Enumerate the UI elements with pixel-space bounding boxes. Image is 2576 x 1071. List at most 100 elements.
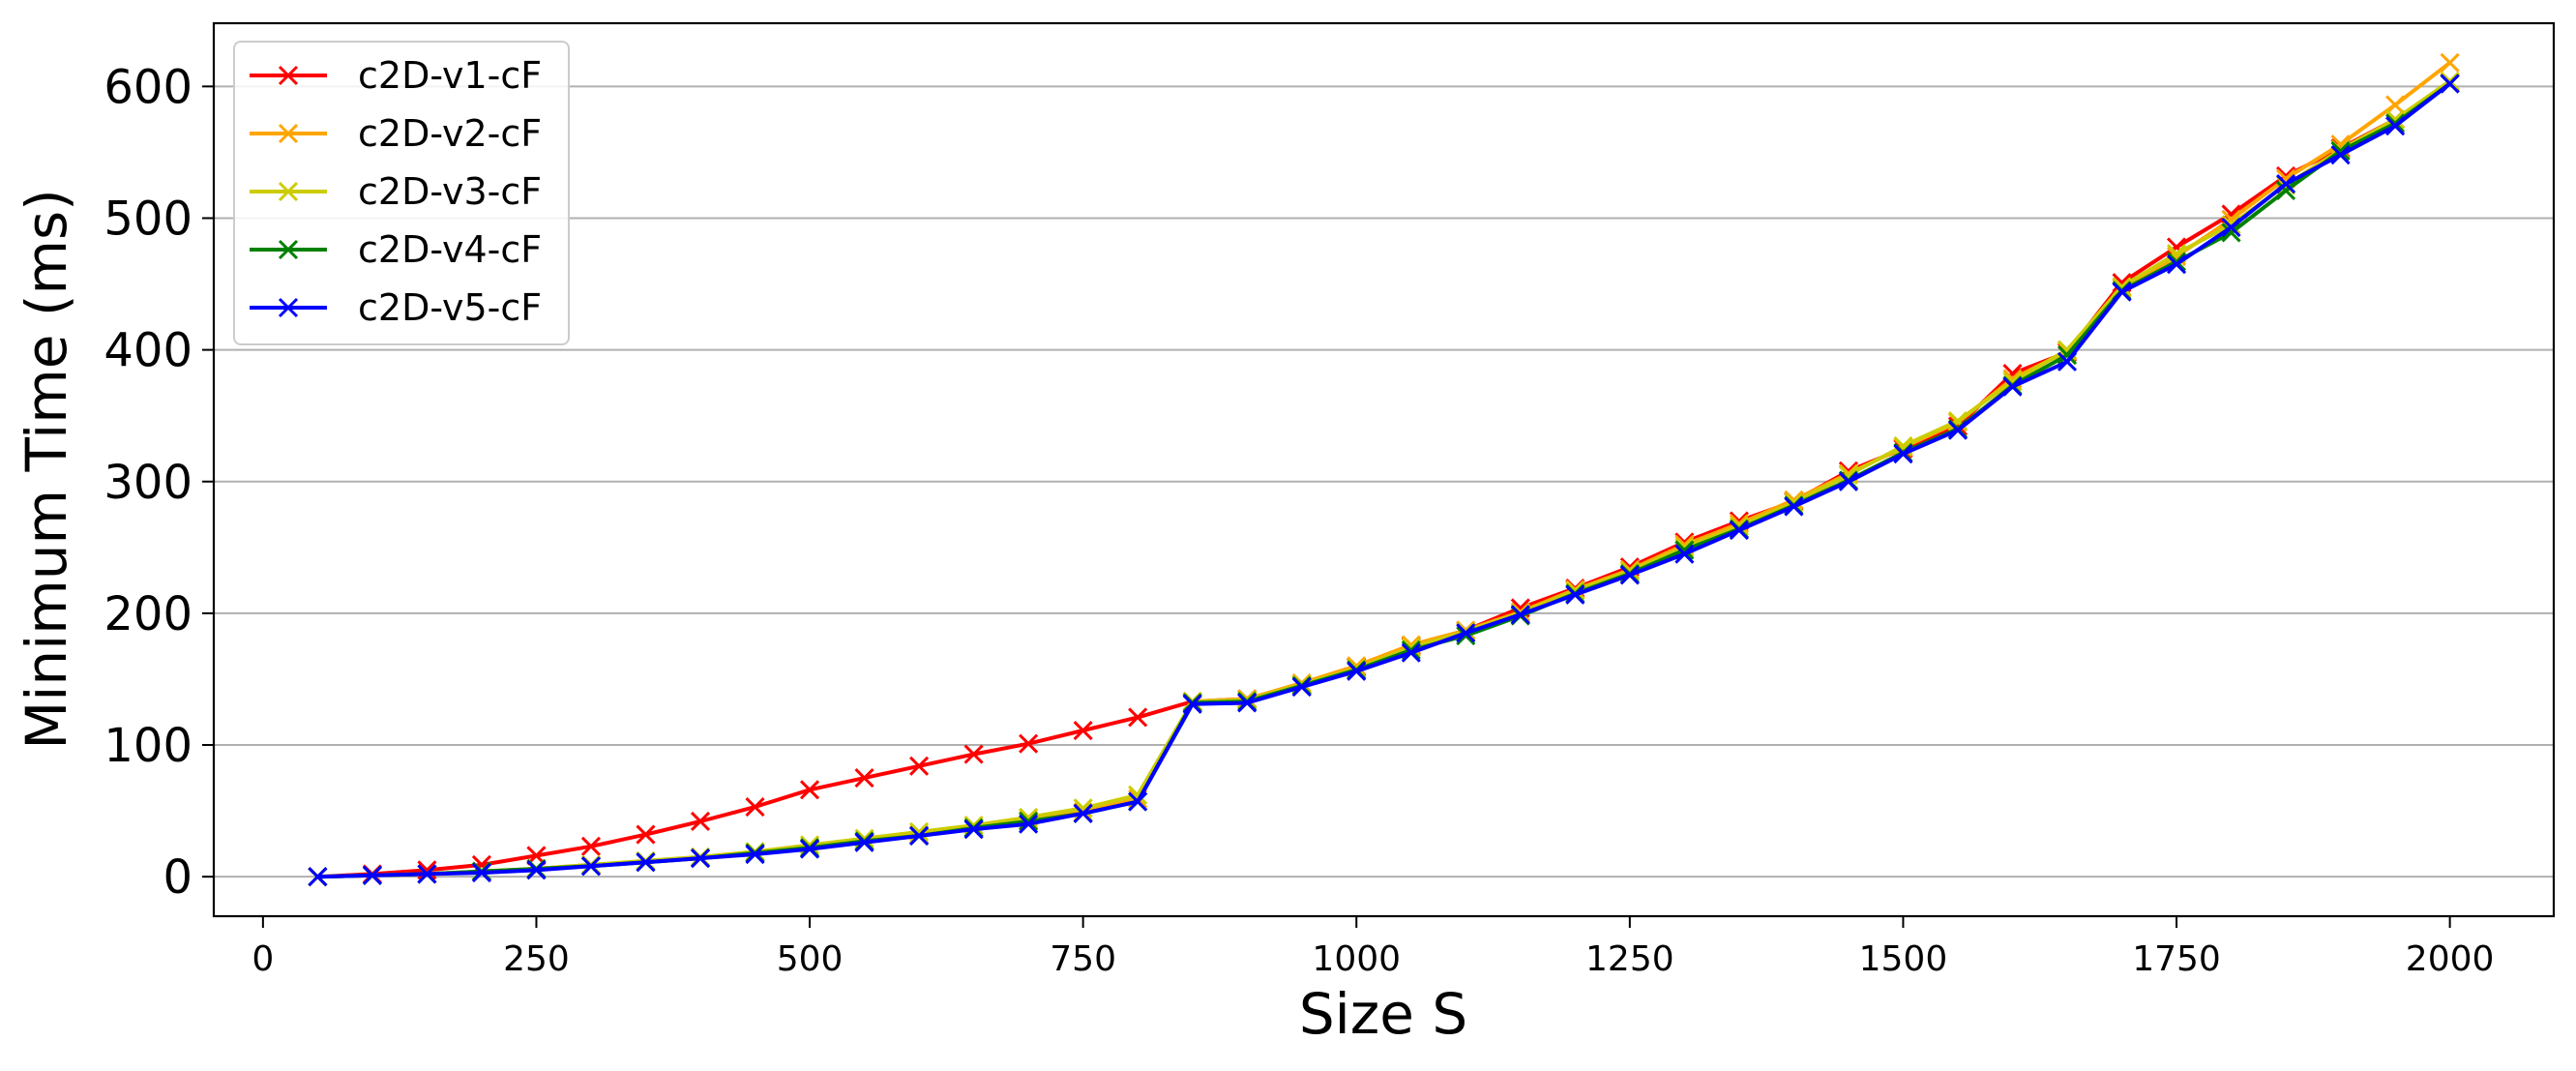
x-tick-label: 1500 bbox=[1859, 939, 1948, 979]
data-point bbox=[362, 865, 382, 885]
data-point bbox=[2166, 254, 2187, 275]
legend: c2D-v1-cF c2D-v2-cF c2D-v3-cF c2D-v4-cF c2D-… bbox=[233, 41, 570, 345]
data-point bbox=[1019, 811, 1039, 832]
data-point bbox=[308, 867, 328, 887]
data-point bbox=[1729, 521, 1749, 541]
y-tick-label: 400 bbox=[104, 324, 192, 378]
data-point bbox=[2112, 282, 2132, 302]
data-point bbox=[2440, 52, 2460, 73]
data-point bbox=[2275, 180, 2296, 200]
data-point bbox=[2112, 277, 2132, 297]
legend-entries: c2D-v1-cF c2D-v2-cF c2D-v3-cF c2D-v4-cF c2D-… bbox=[250, 54, 542, 329]
data-point bbox=[526, 860, 547, 880]
data-point bbox=[1128, 707, 1148, 728]
data-point bbox=[690, 848, 711, 869]
plot-frame bbox=[212, 21, 2556, 918]
series-lines bbox=[308, 52, 2460, 887]
data-point bbox=[2385, 95, 2406, 115]
legend-label: c2D-v2-cF bbox=[358, 112, 542, 155]
legend-label: c2D-v4-cF bbox=[358, 228, 542, 271]
data-point bbox=[1019, 733, 1039, 754]
legend-entry: c2D-v1-cF bbox=[250, 54, 542, 97]
data-point bbox=[580, 856, 602, 877]
gridlines bbox=[214, 85, 2554, 878]
data-point bbox=[1893, 444, 1913, 464]
data-point bbox=[1510, 605, 1530, 625]
x-tick-label: 1250 bbox=[1585, 939, 1674, 979]
legend-entry: c2D-v3-cF bbox=[250, 170, 542, 213]
x-tick-label: 1000 bbox=[1312, 939, 1401, 979]
data-point bbox=[2057, 351, 2078, 372]
y-tick-label: 300 bbox=[104, 456, 192, 510]
data-point bbox=[745, 844, 765, 865]
data-point bbox=[2275, 174, 2296, 194]
series-line bbox=[317, 82, 2451, 879]
data-point bbox=[1619, 565, 1640, 585]
data-point bbox=[580, 836, 602, 856]
data-point bbox=[2221, 217, 2241, 238]
legend-entry: c2D-v2-cF bbox=[250, 112, 542, 155]
data-point bbox=[1401, 642, 1421, 663]
data-point bbox=[2330, 145, 2351, 165]
y-tick-label: 0 bbox=[163, 850, 192, 905]
data-point bbox=[909, 756, 930, 776]
x-axis-label: Size S bbox=[1299, 981, 1467, 1047]
legend-swatch-marker bbox=[278, 239, 299, 260]
legend-swatch-marker bbox=[278, 123, 299, 144]
data-point bbox=[1947, 420, 1969, 440]
data-point bbox=[636, 852, 656, 873]
data-point bbox=[1347, 661, 1367, 681]
data-point bbox=[1674, 544, 1695, 564]
data-point bbox=[963, 744, 984, 764]
x-tick-label: 0 bbox=[252, 939, 274, 979]
y-tick-label: 100 bbox=[104, 719, 192, 773]
legend-label: c2D-v5-cF bbox=[358, 286, 542, 329]
data-point bbox=[1019, 814, 1039, 834]
data-point bbox=[2221, 223, 2241, 243]
data-point bbox=[854, 767, 874, 788]
data-point bbox=[1565, 584, 1585, 605]
x-tick-label: 1750 bbox=[2132, 939, 2221, 979]
legend-swatch-marker bbox=[278, 181, 299, 202]
data-point bbox=[1182, 694, 1202, 714]
data-point bbox=[1128, 791, 1148, 812]
x-tick-label: 2000 bbox=[2406, 939, 2495, 979]
data-point bbox=[909, 825, 930, 847]
data-point bbox=[2002, 372, 2023, 392]
data-point bbox=[417, 864, 437, 884]
data-point bbox=[1291, 677, 1312, 698]
data-point bbox=[1784, 496, 1804, 517]
legend-swatch-marker bbox=[278, 297, 299, 318]
y-tick-label: 200 bbox=[104, 587, 192, 641]
data-point bbox=[745, 796, 765, 818]
data-point bbox=[690, 811, 711, 832]
data-point bbox=[2440, 74, 2460, 94]
x-axis-ticks: 0 250 500 750 1000 1250 1500 1750 2000 bbox=[252, 916, 2494, 979]
data-point bbox=[963, 819, 984, 840]
y-tick-label: 600 bbox=[104, 60, 192, 114]
data-point bbox=[1073, 803, 1093, 823]
legend-entry: c2D-v4-cF bbox=[250, 228, 542, 271]
data-point bbox=[799, 780, 820, 800]
x-tick-label: 500 bbox=[777, 939, 844, 979]
data-point bbox=[2385, 116, 2406, 136]
data-point bbox=[854, 832, 874, 852]
data-point bbox=[2002, 376, 2023, 397]
series-c2D-v5-cF bbox=[308, 74, 2460, 887]
data-point bbox=[2057, 345, 2078, 366]
legend-box bbox=[233, 41, 570, 345]
data-point bbox=[799, 839, 820, 859]
y-tick-label: 500 bbox=[104, 192, 192, 246]
legend-entry: c2D-v5-cF bbox=[250, 286, 542, 329]
y-axis-label: Minimum Time (ms) bbox=[14, 189, 79, 750]
data-point bbox=[1838, 471, 1858, 491]
data-point bbox=[1237, 693, 1258, 713]
x-tick-label: 250 bbox=[503, 939, 570, 979]
data-point bbox=[1073, 720, 1093, 741]
data-point bbox=[471, 863, 492, 883]
data-point bbox=[1456, 623, 1476, 643]
x-tick-label: 750 bbox=[1050, 939, 1116, 979]
data-point bbox=[636, 824, 656, 845]
legend-swatch-marker bbox=[278, 65, 299, 86]
